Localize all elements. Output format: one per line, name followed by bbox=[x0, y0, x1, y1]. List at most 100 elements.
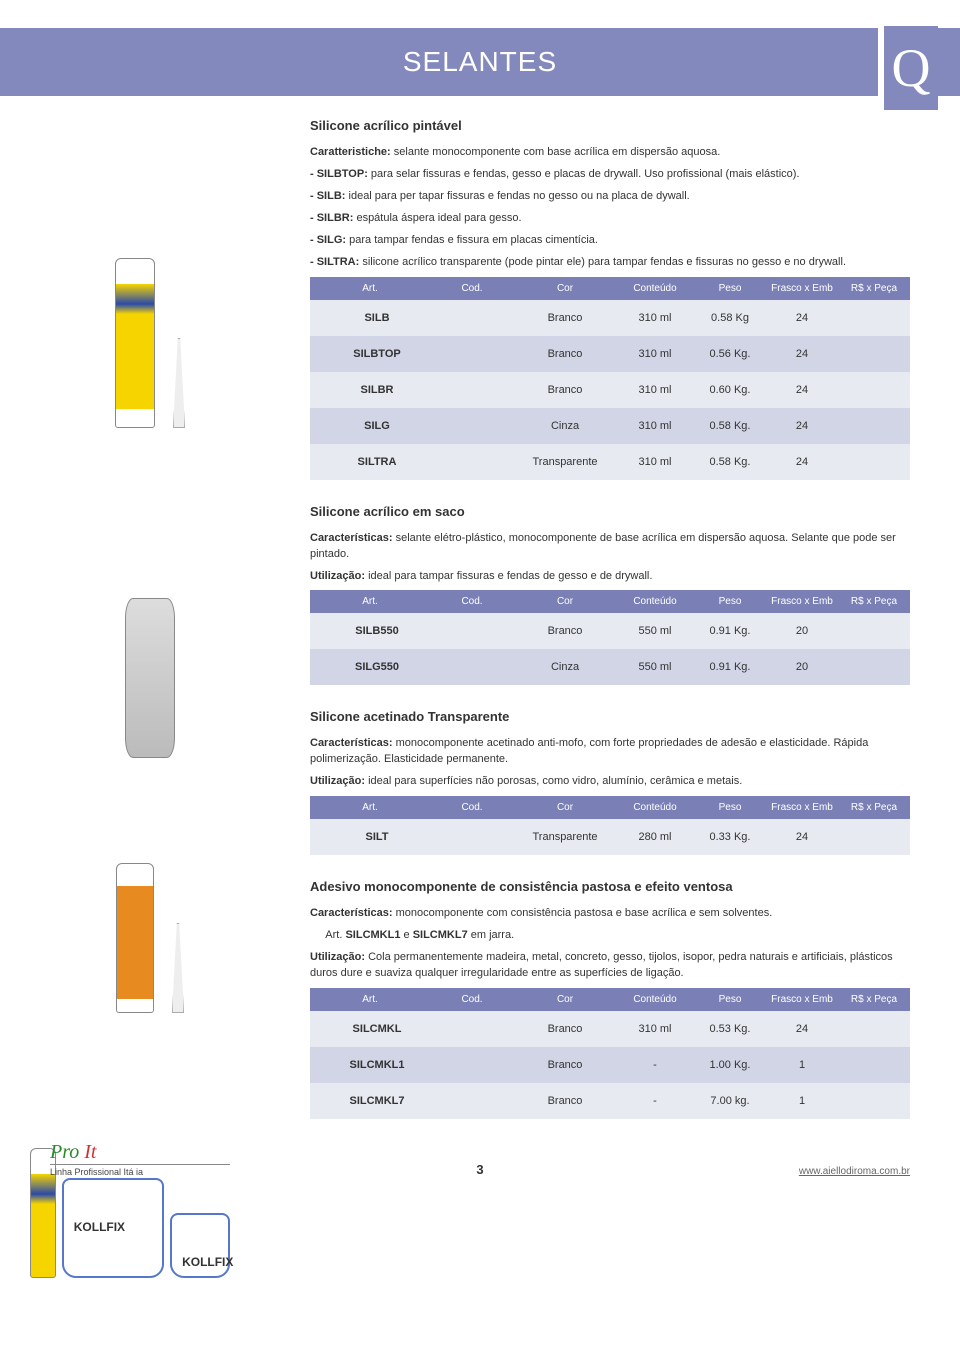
description-line: Características: monocomponente com cons… bbox=[310, 906, 910, 922]
description-line: Utilização: Cola permanentemente madeira… bbox=[310, 950, 910, 982]
cell-peso: 1.00 Kg. bbox=[694, 1047, 766, 1083]
description-line: Características: selante elétro-plástico… bbox=[310, 531, 910, 563]
table-row: SILG Cinza 310 ml 0.58 Kg. 24 bbox=[310, 408, 910, 444]
cell-art: SILBR bbox=[310, 372, 430, 408]
table-row: SILB Branco 310 ml 0.58 Kg 24 bbox=[310, 300, 910, 336]
cell-preco bbox=[838, 1011, 910, 1047]
cell-peso: 7.00 kg. bbox=[694, 1083, 766, 1119]
th-cod: Cod. bbox=[430, 796, 514, 819]
cell-cont: 310 ml bbox=[616, 408, 694, 444]
cell-cor: Branco bbox=[514, 1011, 616, 1047]
cell-preco bbox=[838, 444, 910, 480]
section-badge: Q bbox=[878, 26, 938, 110]
cell-cor: Branco bbox=[514, 336, 616, 372]
cell-peso: 0.91 Kg. bbox=[694, 649, 766, 685]
footer-link[interactable]: www.aiellodiroma.com.br bbox=[799, 1166, 910, 1177]
page-title: SELANTES bbox=[0, 28, 960, 96]
cell-preco bbox=[838, 300, 910, 336]
cell-cont: 310 ml bbox=[616, 336, 694, 372]
table-row: SILTRA Transparente 310 ml 0.58 Kg. 24 bbox=[310, 444, 910, 480]
cell-peso: 0.53 Kg. bbox=[694, 1011, 766, 1047]
cell-emb: 24 bbox=[766, 372, 838, 408]
page-footer: Pro It Linha Profissional Itá ia 3 www.a… bbox=[0, 1141, 960, 1177]
cell-cod bbox=[430, 1083, 514, 1119]
description-line: - SILG: para tampar fendas e fissura em … bbox=[310, 233, 910, 249]
cell-preco bbox=[838, 819, 910, 855]
cell-cod bbox=[430, 1011, 514, 1047]
cell-cor: Cinza bbox=[514, 408, 616, 444]
cell-emb: 24 bbox=[766, 444, 838, 480]
th-cod: Cod. bbox=[430, 590, 514, 613]
cell-cont: 310 ml bbox=[616, 372, 694, 408]
cell-art: SILCMKL1 bbox=[310, 1047, 430, 1083]
cell-art: SILCMKL7 bbox=[310, 1083, 430, 1119]
section-title: Adesivo monocomponente de consistência p… bbox=[310, 879, 910, 894]
cell-art: SILCMKL bbox=[310, 1011, 430, 1047]
cell-preco bbox=[838, 1047, 910, 1083]
description-line: - SILTRA: silicone acrílico transparente… bbox=[310, 255, 910, 271]
table-row: SILCMKL1 Branco - 1.00 Kg. 1 bbox=[310, 1047, 910, 1083]
table-row: SILBTOP Branco 310 ml 0.56 Kg. 24 bbox=[310, 336, 910, 372]
cell-art: SILB550 bbox=[310, 613, 430, 649]
cell-cod bbox=[430, 372, 514, 408]
cell-art: SILG bbox=[310, 408, 430, 444]
cell-emb: 24 bbox=[766, 408, 838, 444]
product-table: Art. Cod. Cor Conteúdo Peso Frasco x Emb… bbox=[310, 988, 910, 1119]
th-preco: R$ x Peça bbox=[838, 590, 910, 613]
cell-art: SILB bbox=[310, 300, 430, 336]
product-table: Art. Cod. Cor Conteúdo Peso Frasco x Emb… bbox=[310, 590, 910, 685]
th-art: Art. bbox=[310, 796, 430, 819]
th-cod: Cod. bbox=[430, 988, 514, 1011]
th-preco: R$ x Peça bbox=[838, 796, 910, 819]
cell-cod bbox=[430, 649, 514, 685]
th-peso: Peso bbox=[694, 590, 766, 613]
description-line: Utilização: ideal para tampar fissuras e… bbox=[310, 569, 910, 585]
th-cor: Cor bbox=[514, 277, 616, 300]
cell-cor: Branco bbox=[514, 372, 616, 408]
th-cod: Cod. bbox=[430, 277, 514, 300]
table-row: SILG550 Cinza 550 ml 0.91 Kg. 20 bbox=[310, 649, 910, 685]
th-cor: Cor bbox=[514, 590, 616, 613]
th-art: Art. bbox=[310, 590, 430, 613]
description-line: Caratteristiche: selante monocomponente … bbox=[310, 145, 910, 161]
cell-preco bbox=[838, 649, 910, 685]
product-section: Silicone acrílico em saco Características… bbox=[310, 504, 910, 686]
th-emb: Frasco x Emb bbox=[766, 988, 838, 1011]
cell-art: SILT bbox=[310, 819, 430, 855]
brand-tagline: Linha Profissional Itá ia bbox=[50, 1164, 230, 1177]
cell-preco bbox=[838, 408, 910, 444]
description-line: - SILBR: espátula áspera ideal para gess… bbox=[310, 211, 910, 227]
th-peso: Peso bbox=[694, 988, 766, 1011]
th-preco: R$ x Peça bbox=[838, 277, 910, 300]
th-preco: R$ x Peça bbox=[838, 988, 910, 1011]
product-section: Adesivo monocomponente de consistência p… bbox=[310, 879, 910, 1119]
cell-peso: 0.58 Kg. bbox=[694, 444, 766, 480]
product-image-2 bbox=[50, 598, 250, 758]
cell-art: SILG550 bbox=[310, 649, 430, 685]
product-section: Silicone acrílico pintávelCaratteristich… bbox=[310, 118, 910, 480]
cell-cod bbox=[430, 300, 514, 336]
cell-peso: 0.58 Kg. bbox=[694, 408, 766, 444]
th-conteudo: Conteúdo bbox=[616, 590, 694, 613]
cell-preco bbox=[838, 613, 910, 649]
table-row: SILT Transparente 280 ml 0.33 Kg. 24 bbox=[310, 819, 910, 855]
description-line: - SILB: ideal para per tapar fissuras e … bbox=[310, 189, 910, 205]
th-art: Art. bbox=[310, 988, 430, 1011]
description-line: Utilização: ideal para superfícies não p… bbox=[310, 774, 910, 790]
description-line: - SILBTOP: para selar fissuras e fendas,… bbox=[310, 167, 910, 183]
cell-cont: 310 ml bbox=[616, 1011, 694, 1047]
th-cor: Cor bbox=[514, 796, 616, 819]
cell-cod bbox=[430, 819, 514, 855]
cell-cor: Transparente bbox=[514, 444, 616, 480]
product-image-3 bbox=[50, 863, 250, 1013]
cell-cod bbox=[430, 408, 514, 444]
cell-cor: Branco bbox=[514, 1047, 616, 1083]
cell-cont: 280 ml bbox=[616, 819, 694, 855]
cell-cont: 550 ml bbox=[616, 613, 694, 649]
cell-preco bbox=[838, 1083, 910, 1119]
header-bar: SELANTES Q bbox=[0, 28, 960, 96]
description-line: Características: monocomponente acetinad… bbox=[310, 736, 910, 768]
section-title: Silicone acrílico em saco bbox=[310, 504, 910, 519]
cell-cod bbox=[430, 336, 514, 372]
cell-cont: 550 ml bbox=[616, 649, 694, 685]
